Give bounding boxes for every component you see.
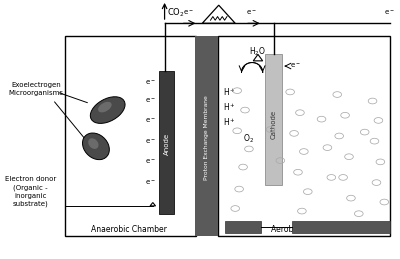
Text: CO$_2$: CO$_2$ [166,6,184,19]
Ellipse shape [90,97,125,123]
Text: Aerobic Chamber: Aerobic Chamber [271,225,337,234]
Ellipse shape [82,133,109,160]
Bar [64,36,196,236]
Text: Exoelectrogen
Microorganisms: Exoelectrogen Microorganisms [8,82,63,96]
Ellipse shape [98,102,112,112]
Text: e$^-$: e$^-$ [146,137,156,146]
Text: Cathode: Cathode [271,110,277,139]
Text: Proton Exchange Membrane: Proton Exchange Membrane [204,95,209,180]
Text: e$^-$: e$^-$ [290,62,301,70]
Bar [265,54,282,185]
Text: O$_2$: O$_2$ [244,132,254,145]
Bar [195,36,218,236]
Ellipse shape [88,138,98,149]
Bar [292,221,390,233]
Text: e$^-$: e$^-$ [146,78,156,87]
Bar [159,71,174,214]
Text: e$^-$: e$^-$ [146,97,156,105]
Text: Electron donor
(Organic -
inorganic
substrate): Electron donor (Organic - inorganic subs… [5,176,56,207]
Text: e$^-$: e$^-$ [146,116,156,125]
Text: e$^-$: e$^-$ [384,8,395,17]
Text: e$^-$: e$^-$ [184,8,194,17]
Text: e$^-$: e$^-$ [146,178,156,187]
Text: Anode: Anode [164,133,170,155]
Text: Anaerobic Chamber: Anaerobic Chamber [91,225,167,234]
Bar [218,36,390,236]
Text: H$^+$: H$^+$ [223,86,236,98]
Text: e$^-$: e$^-$ [246,8,257,17]
Text: H$^+$: H$^+$ [223,102,236,113]
Bar [226,221,261,233]
Text: e$^-$: e$^-$ [146,157,156,166]
Text: H$_2$O: H$_2$O [250,46,266,58]
Text: H$^+$: H$^+$ [223,116,236,128]
